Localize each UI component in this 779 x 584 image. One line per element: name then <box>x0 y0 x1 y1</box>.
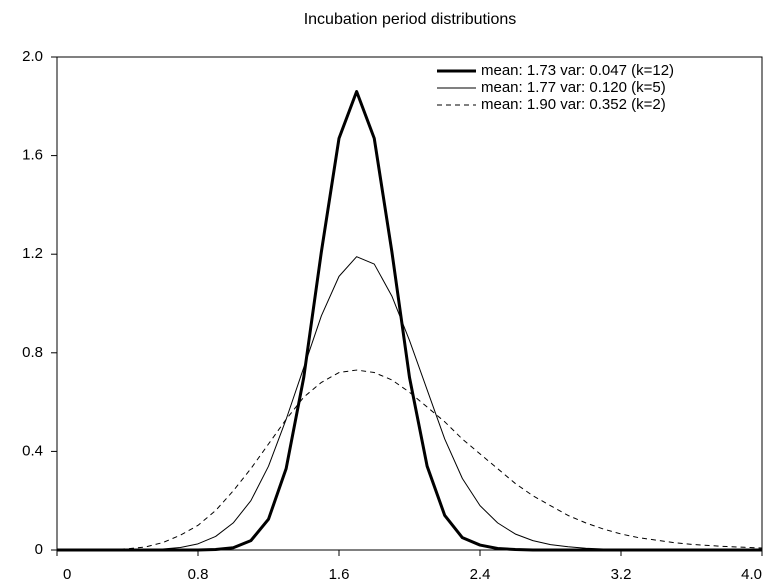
legend-label: mean: 1.90 var: 0.352 (k=2) <box>481 96 666 113</box>
y-tick-label: 1.6 <box>22 147 43 164</box>
plot-frame <box>56 56 763 551</box>
x-tick-label: 0 <box>63 566 71 583</box>
y-tick-label: 0.4 <box>22 442 43 459</box>
x-tick-label: 2.4 <box>470 566 491 583</box>
series-line <box>57 256 762 551</box>
y-tick-label: 0.8 <box>22 344 43 361</box>
series-line <box>57 369 763 551</box>
y-tick-label: 1.2 <box>22 245 43 262</box>
y-tick-label: 2.0 <box>22 48 43 65</box>
y-tick-label: 0 <box>35 541 43 558</box>
chart-title: Incubation period distributions <box>304 11 517 28</box>
x-tick-label: 1.6 <box>329 566 350 583</box>
x-tick-label: 0.8 <box>188 566 209 583</box>
x-tick-label: 4.0 <box>741 566 762 583</box>
x-tick-label: 3.2 <box>611 566 632 583</box>
legend-label: mean: 1.77 var: 0.120 (k=5) <box>481 79 666 96</box>
legend-label: mean: 1.73 var: 0.047 (k=12) <box>481 62 674 79</box>
series-line <box>57 90 762 552</box>
